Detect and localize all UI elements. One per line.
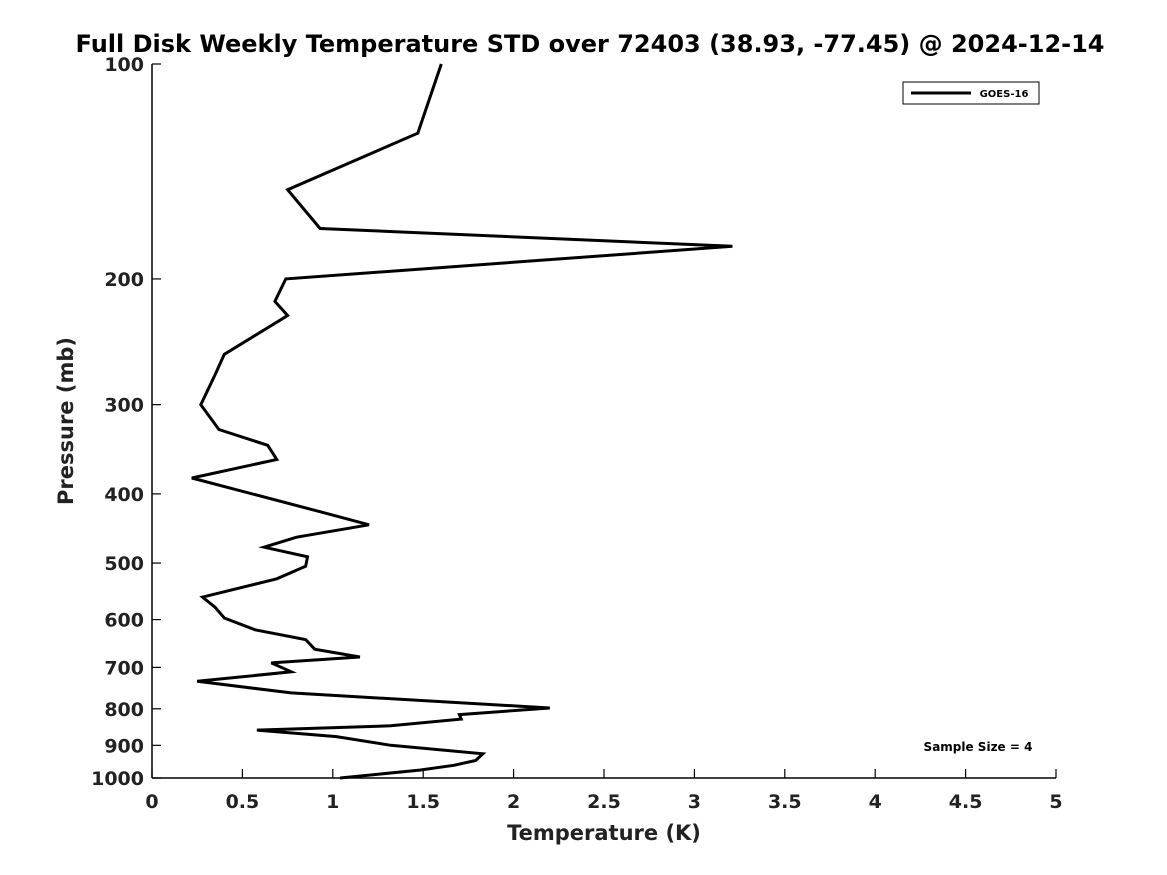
x-tick-label: 0 <box>145 791 158 813</box>
x-tick-label: 1.5 <box>406 791 440 813</box>
y-tick-label: 900 <box>104 735 144 757</box>
x-axis-ticks: 0 0.5 1 1.5 2 2.5 3 3.5 4 4.5 5 <box>145 769 1063 813</box>
x-tick-label: 4.5 <box>949 791 983 813</box>
y-tick-label: 300 <box>104 395 144 417</box>
y-axis-ticks: 100 200 300 400 500 600 700 800 900 1000 <box>91 54 161 790</box>
y-tick-label: 200 <box>104 269 144 291</box>
x-tick-label: 0.5 <box>226 791 260 813</box>
x-tick-label: 3 <box>688 791 701 813</box>
x-tick-label: 2.5 <box>587 791 621 813</box>
y-tick-label: 500 <box>104 553 144 575</box>
series-layer <box>191 63 733 780</box>
legend: GOES-16 <box>902 81 1040 105</box>
sample-size-annotation: Sample Size = 4 <box>924 740 1033 754</box>
x-tick-label: 2 <box>507 791 520 813</box>
x-tick-label: 3.5 <box>768 791 802 813</box>
chart-title: Full Disk Weekly Temperature STD over 72… <box>76 30 1105 58</box>
legend-label-goes-16: GOES-16 <box>980 89 1029 100</box>
y-axis-label: Pressure (mb) <box>54 337 78 505</box>
x-tick-label: 1 <box>326 791 339 813</box>
series-line-goes-16 <box>191 63 733 780</box>
x-tick-label: 4 <box>869 791 882 813</box>
x-tick-label: 5 <box>1049 791 1062 813</box>
y-tick-label: 100 <box>104 54 144 76</box>
y-tick-label: 600 <box>104 610 144 632</box>
y-tick-label: 700 <box>104 657 144 679</box>
y-tick-label: 1000 <box>91 768 144 790</box>
x-axis-label: Temperature (K) <box>507 821 701 845</box>
y-tick-label: 400 <box>104 484 144 506</box>
y-tick-label: 800 <box>104 699 144 721</box>
